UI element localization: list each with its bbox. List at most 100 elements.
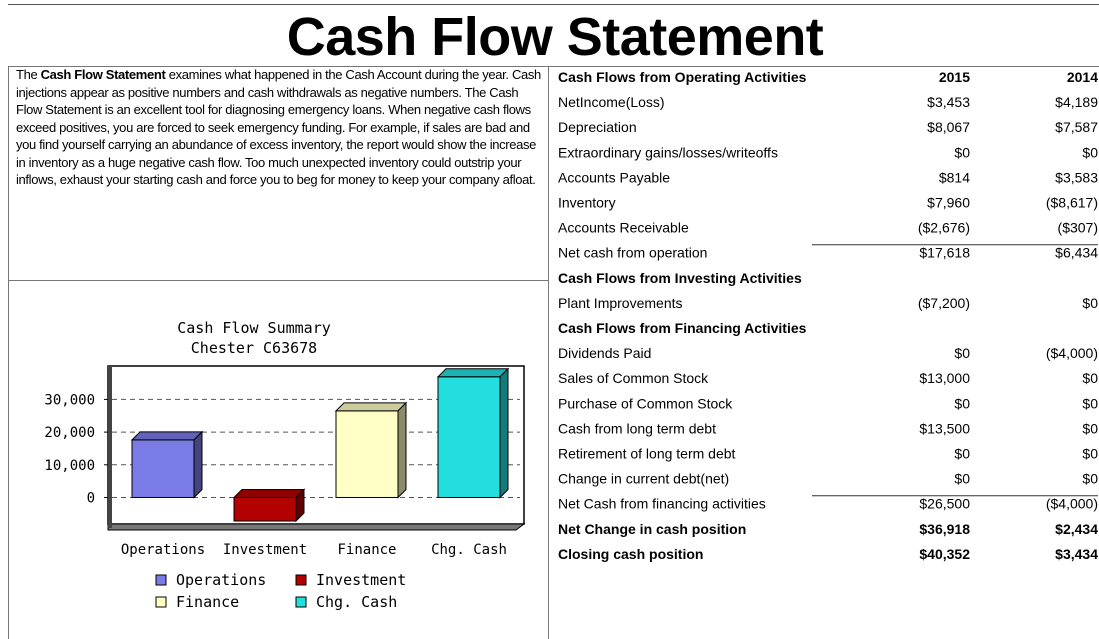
bar-side — [193, 430, 203, 499]
table-label: Cash Flows from Investing Activities — [558, 270, 802, 286]
table-value: $13,500 — [919, 420, 970, 436]
table-value: $2,434 — [1055, 521, 1098, 537]
x-tick-label: Investment — [223, 542, 307, 558]
y-tick-label: 30,000 — [44, 392, 95, 408]
legend-label: Operations — [176, 571, 266, 589]
table-value: $4,189 — [1055, 94, 1098, 110]
table-value: $36,918 — [919, 521, 970, 537]
table-label: Accounts Payable — [558, 169, 670, 185]
table-value: 2014 — [1067, 69, 1098, 85]
table-value: $0 — [1082, 144, 1098, 160]
table-label: Change in current debt(net) — [558, 471, 729, 487]
left-border — [8, 66, 9, 639]
column-divider — [548, 66, 549, 639]
table-value: $17,618 — [919, 245, 970, 261]
table-value: ($7,200) — [918, 295, 970, 311]
table-value: $3,583 — [1055, 169, 1098, 185]
x-tick-label: Chg. Cash — [431, 542, 507, 558]
bar-side — [295, 488, 305, 523]
table-label: Closing cash position — [558, 546, 703, 562]
table-label: Cash Flows from Operating Activities — [558, 69, 807, 85]
table-label: Inventory — [558, 195, 616, 211]
legend-swatch — [295, 574, 307, 586]
table-value: $0 — [954, 395, 970, 411]
bar-front — [131, 439, 195, 498]
table-label: Cash Flows from Financing Activities — [558, 320, 807, 336]
table-value: 2015 — [939, 69, 970, 85]
legend-swatch — [155, 596, 167, 608]
table-value: $0 — [1082, 446, 1098, 462]
table-value: $7,587 — [1055, 119, 1098, 135]
header-rule — [8, 66, 1099, 67]
chart-subtitle: Chester C63678 — [191, 339, 317, 357]
bar-top — [232, 488, 306, 498]
table-value: $3,453 — [927, 94, 970, 110]
chart: Cash Flow Summary Chester C63678 0 10,000… — [44, 319, 526, 611]
bar — [130, 430, 204, 499]
bar-side — [397, 401, 407, 499]
table-label: Accounts Receivable — [558, 220, 689, 236]
table-label: Plant Improvements — [558, 295, 683, 311]
table-label: Cash from long term debt — [558, 420, 716, 436]
table-value: $3,434 — [1055, 546, 1098, 562]
description-text: The — [16, 67, 41, 82]
table-label: NetIncome(Loss) — [558, 94, 665, 110]
table-value: ($307) — [1058, 220, 1098, 236]
section-rule — [8, 280, 548, 281]
legend-label: Chg. Cash — [316, 593, 397, 611]
y-tick-label: 10,000 — [44, 458, 95, 474]
table-value: $0 — [1082, 370, 1098, 386]
table-label: Extraordinary gains/losses/writeoffs — [558, 144, 778, 160]
bar-front — [233, 496, 297, 522]
table-value: ($4,000) — [1046, 345, 1098, 361]
table-value: ($4,000) — [1046, 496, 1098, 512]
description-text: examines what happened in the Cash Accou… — [16, 67, 541, 187]
table-value: ($8,617) — [1046, 195, 1098, 211]
table-value: $0 — [1082, 295, 1098, 311]
x-tick-label: Finance — [337, 542, 396, 558]
table-label: Net cash from operation — [558, 245, 707, 261]
table-value: $7,960 — [927, 195, 970, 211]
table-value: $8,067 — [927, 119, 970, 135]
y-tick-label: 20,000 — [44, 425, 95, 441]
bar — [232, 488, 306, 523]
bar — [436, 367, 510, 499]
bar-side — [499, 367, 509, 499]
legend-swatch — [295, 596, 307, 608]
page-title: Cash Flow Statement — [286, 7, 824, 67]
description: The Cash Flow Statement examines what ha… — [16, 66, 544, 189]
table-value: ($2,676) — [918, 220, 970, 236]
bar-front — [437, 376, 501, 498]
table-value: $13,000 — [919, 370, 970, 386]
table-value: $0 — [954, 446, 970, 462]
legend-label: Finance — [176, 593, 239, 611]
legend-swatch — [155, 574, 167, 586]
table-label: Sales of Common Stock — [558, 370, 709, 386]
table-value: $0 — [954, 345, 970, 361]
plot-floor — [107, 523, 526, 531]
table-value: $26,500 — [919, 496, 970, 512]
bar — [334, 401, 408, 499]
table-value: $6,434 — [1055, 245, 1098, 261]
cash-flow-table: Cash Flows from Operating Activities 2015… — [558, 69, 1098, 562]
bar-front — [335, 410, 399, 498]
table-value: $0 — [1082, 420, 1098, 436]
table-value: $0 — [954, 471, 970, 487]
table-label: Net Cash from financing activities — [558, 496, 766, 512]
x-tick-label: Operations — [121, 542, 205, 558]
table-label: Depreciation — [558, 119, 637, 135]
plot-wall — [108, 366, 112, 528]
top-rule — [8, 4, 1099, 5]
table-value: $0 — [954, 144, 970, 160]
table-value: $0 — [1082, 471, 1098, 487]
table-value: $814 — [939, 169, 970, 185]
table-label: Dividends Paid — [558, 345, 651, 361]
legend-label: Investment — [316, 571, 406, 589]
table-label: Retirement of long term debt — [558, 446, 736, 462]
chart-title: Cash Flow Summary — [177, 319, 331, 337]
bar-top — [334, 402, 408, 412]
description-bold: Cash Flow Statement — [40, 67, 166, 82]
table-label: Purchase of Common Stock — [558, 395, 733, 411]
bar-top — [130, 431, 204, 441]
